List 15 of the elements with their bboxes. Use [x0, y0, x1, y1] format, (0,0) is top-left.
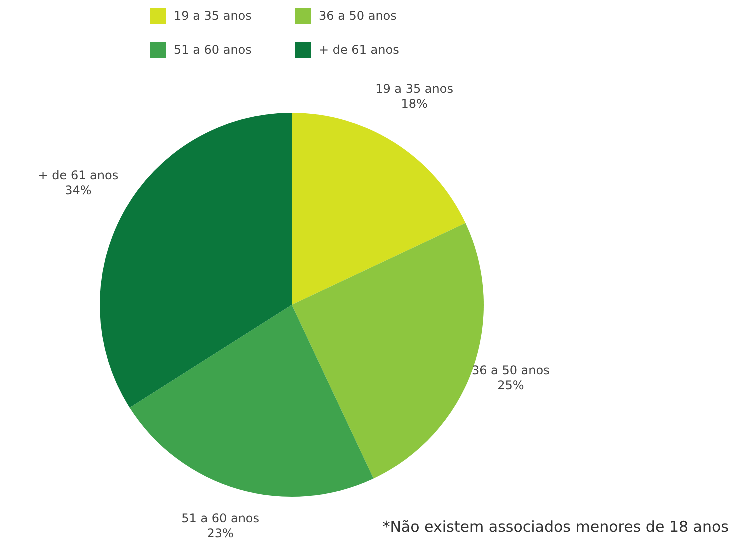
data-label: 34% [65, 183, 92, 198]
slice-label: + de 61 anos [38, 168, 119, 182]
data-label: 23% [207, 526, 234, 541]
data-label: 18% [401, 97, 428, 112]
pie-slice [292, 113, 466, 305]
legend-label: 51 a 60 anos [174, 43, 252, 57]
pie-slice [130, 305, 374, 497]
legend-label: 36 a 50 anos [319, 9, 397, 23]
legend-label: + de 61 anos [319, 43, 400, 57]
slice-label: 36 a 50 anos [472, 364, 550, 378]
data-label: 25% [498, 378, 524, 393]
legend-label: 19 a 35 anos [174, 9, 252, 23]
text: *Não existem associados menores de 18 anos [382, 518, 729, 536]
slice-label: 51 a 60 anos [182, 512, 260, 526]
slice-label: 19 a 35 anos [376, 82, 454, 96]
